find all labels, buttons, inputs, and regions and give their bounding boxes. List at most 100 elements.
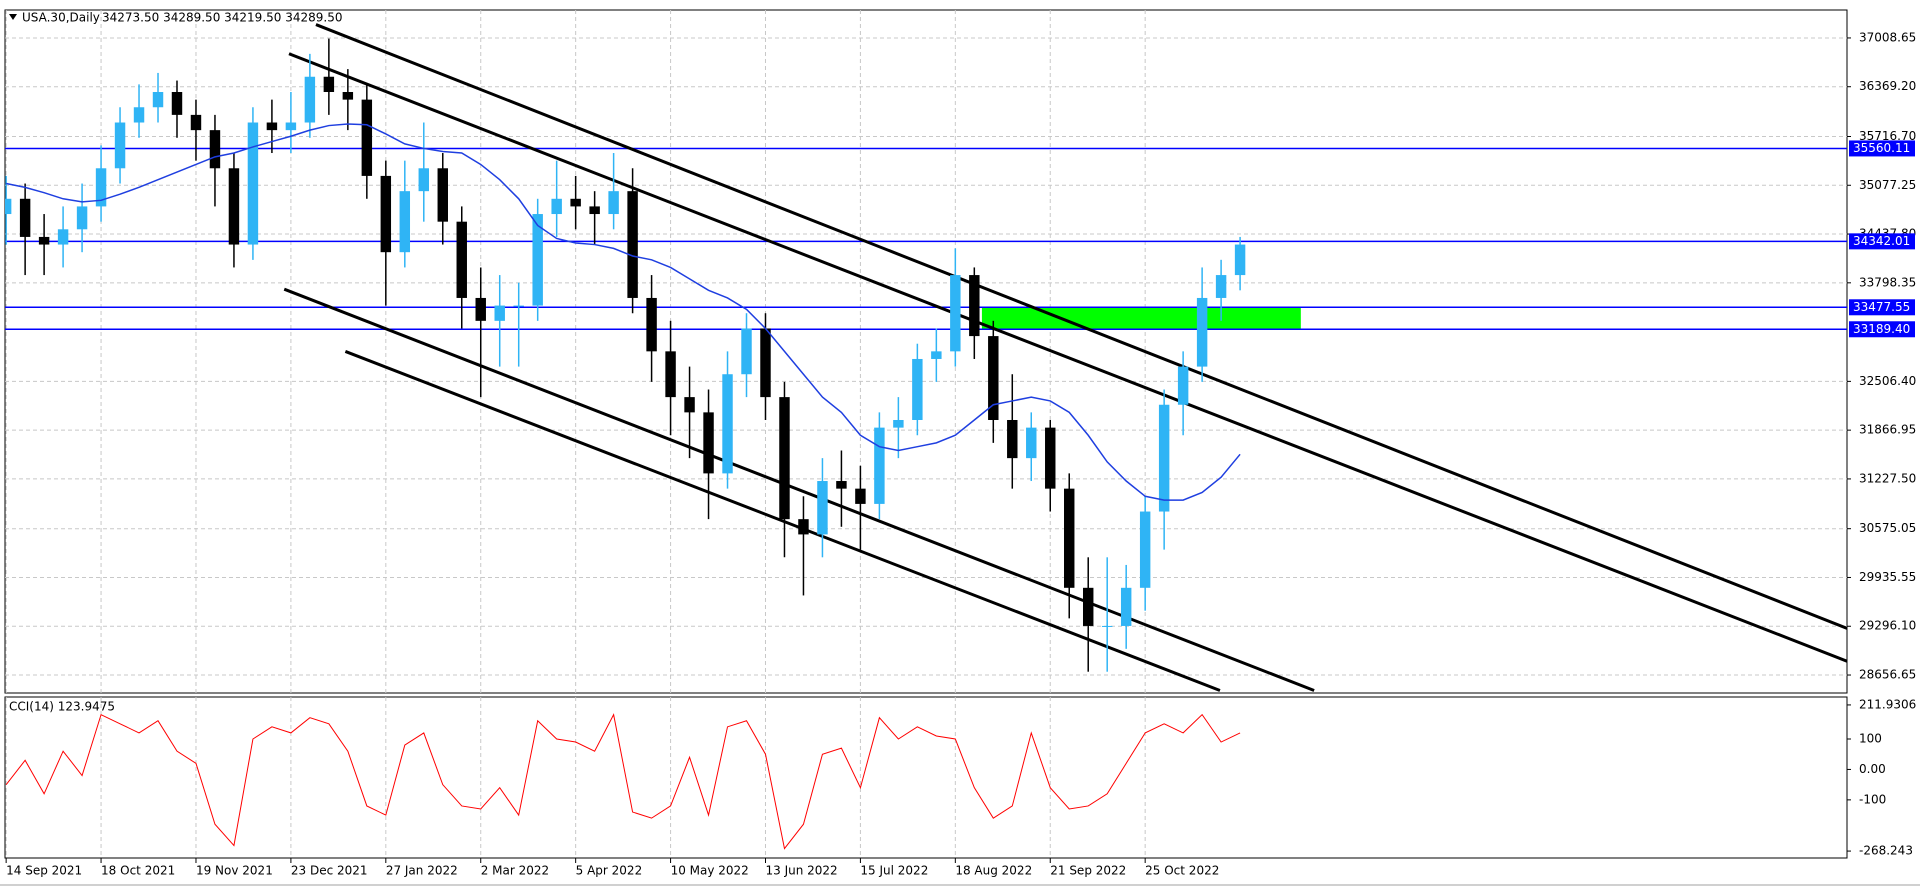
x-tick-label: 2 Mar 2022 xyxy=(481,864,549,878)
zone xyxy=(981,307,1301,330)
y-tick-label: 211.9306 xyxy=(1859,697,1916,711)
candle-body xyxy=(380,175,392,253)
candle-body xyxy=(342,91,354,100)
candle-body xyxy=(589,206,600,215)
candle-body xyxy=(266,122,278,131)
x-tick-label: 18 Aug 2022 xyxy=(955,864,1032,878)
y-tick-label: 35077.25 xyxy=(1859,178,1916,192)
main-panel xyxy=(4,9,1848,694)
x-tick-label: 14 Sep 2021 xyxy=(6,864,82,878)
candle-body xyxy=(247,122,259,245)
x-tick-label: 21 Sep 2022 xyxy=(1050,864,1126,878)
candle-body xyxy=(57,229,69,245)
horizontal-line-label-bg xyxy=(1849,299,1915,316)
candle-body xyxy=(532,214,543,306)
candle-body xyxy=(684,397,695,413)
trendline xyxy=(344,350,1221,692)
candle-body xyxy=(190,114,202,131)
y-tick-label: 35716.70 xyxy=(1859,129,1916,143)
candle-body xyxy=(1139,511,1151,588)
horizontal-line-label: 33477.55 xyxy=(1853,300,1910,314)
candle-body xyxy=(228,168,240,245)
candle-body xyxy=(855,488,866,504)
candle-body xyxy=(627,191,638,298)
candle-body xyxy=(798,519,809,535)
candle-body xyxy=(874,427,885,504)
cci-plot xyxy=(5,697,1241,858)
candle-body xyxy=(152,91,164,108)
candle-body xyxy=(1215,275,1227,298)
candle-body xyxy=(1045,427,1056,489)
candle-body xyxy=(646,297,657,352)
candle-body xyxy=(5,198,12,215)
y-tick-label: -268.243 xyxy=(1859,844,1913,858)
x-tick-label: 18 Oct 2021 xyxy=(101,864,175,878)
candle-body xyxy=(1177,366,1189,405)
y-tick-label: 31227.50 xyxy=(1859,471,1916,485)
axes: 37008.6536369.2035716.7035077.2534437.80… xyxy=(5,30,1916,878)
y-tick-label: 28656.65 xyxy=(1859,668,1916,682)
candle-body xyxy=(1064,488,1075,588)
horizontal-line-label: 34342.01 xyxy=(1853,234,1910,248)
trendline xyxy=(288,52,1847,663)
candle-body xyxy=(912,358,923,420)
menu-arrow[interactable] xyxy=(9,14,17,20)
y-tick-label: 36369.20 xyxy=(1859,79,1916,93)
candle-body xyxy=(171,91,183,115)
candle-body xyxy=(399,191,411,253)
cci-panel xyxy=(4,696,1848,859)
candle-body xyxy=(1196,297,1208,367)
candle-body xyxy=(950,275,961,352)
trendline xyxy=(315,23,1847,630)
candle-body xyxy=(209,130,221,169)
candle-body xyxy=(1082,587,1094,626)
candle-body xyxy=(1007,419,1018,459)
candle-body xyxy=(475,297,486,321)
candle-body xyxy=(418,168,430,192)
indicator-label: CCI(14) 123.9475 xyxy=(9,700,115,714)
candle-body xyxy=(1101,625,1113,627)
candle-body xyxy=(114,122,126,169)
candle-body xyxy=(95,168,107,207)
candle-body xyxy=(494,305,505,321)
y-tick-label: -100 xyxy=(1859,792,1886,806)
y-tick-label: 0.00 xyxy=(1859,762,1886,776)
candle-body xyxy=(741,328,752,375)
candle-body xyxy=(323,76,335,92)
candle-body xyxy=(931,351,942,359)
candle-body xyxy=(133,107,145,123)
x-tick-label: 5 Apr 2022 xyxy=(576,864,643,878)
horizontal-line-label: 33189.40 xyxy=(1853,322,1910,336)
horizontal-line-label-bg xyxy=(1849,321,1915,338)
horizontal-line-label-bg xyxy=(1849,140,1915,157)
x-tick-label: 10 May 2022 xyxy=(671,864,749,878)
x-tick-label: 15 Jul 2022 xyxy=(860,864,928,878)
y-tick-label: 100 xyxy=(1859,732,1882,746)
candle-body xyxy=(285,122,297,131)
candle-body xyxy=(304,76,316,123)
x-tick-label: 27 Jan 2022 xyxy=(386,864,458,878)
candle-body xyxy=(38,236,50,245)
y-tick-label: 32506.40 xyxy=(1859,374,1916,388)
ohlc: 34273.50 34289.50 34219.50 34289.50 xyxy=(102,11,342,25)
candle-body xyxy=(988,336,999,420)
candle-body xyxy=(570,198,581,207)
x-tick-label: 25 Oct 2022 xyxy=(1145,864,1219,878)
candle-body xyxy=(722,374,733,474)
candle-body xyxy=(551,198,562,215)
horizontal-line-label: 35560.11 xyxy=(1853,141,1910,155)
y-tick-label: 37008.65 xyxy=(1859,30,1916,44)
x-tick-label: 13 Jun 2022 xyxy=(765,864,837,878)
candle-body xyxy=(665,351,676,398)
candle-body xyxy=(76,206,88,230)
x-tick-label: 23 Dec 2021 xyxy=(291,864,368,878)
candle-body xyxy=(608,191,619,215)
y-tick-label: 29935.55 xyxy=(1859,570,1916,584)
candle-body xyxy=(513,305,524,307)
x-tick-label: 19 Nov 2021 xyxy=(196,864,273,878)
candle-body xyxy=(836,481,847,489)
y-tick-label: 29296.10 xyxy=(1859,619,1916,633)
y-tick-label: 33798.35 xyxy=(1859,275,1916,289)
